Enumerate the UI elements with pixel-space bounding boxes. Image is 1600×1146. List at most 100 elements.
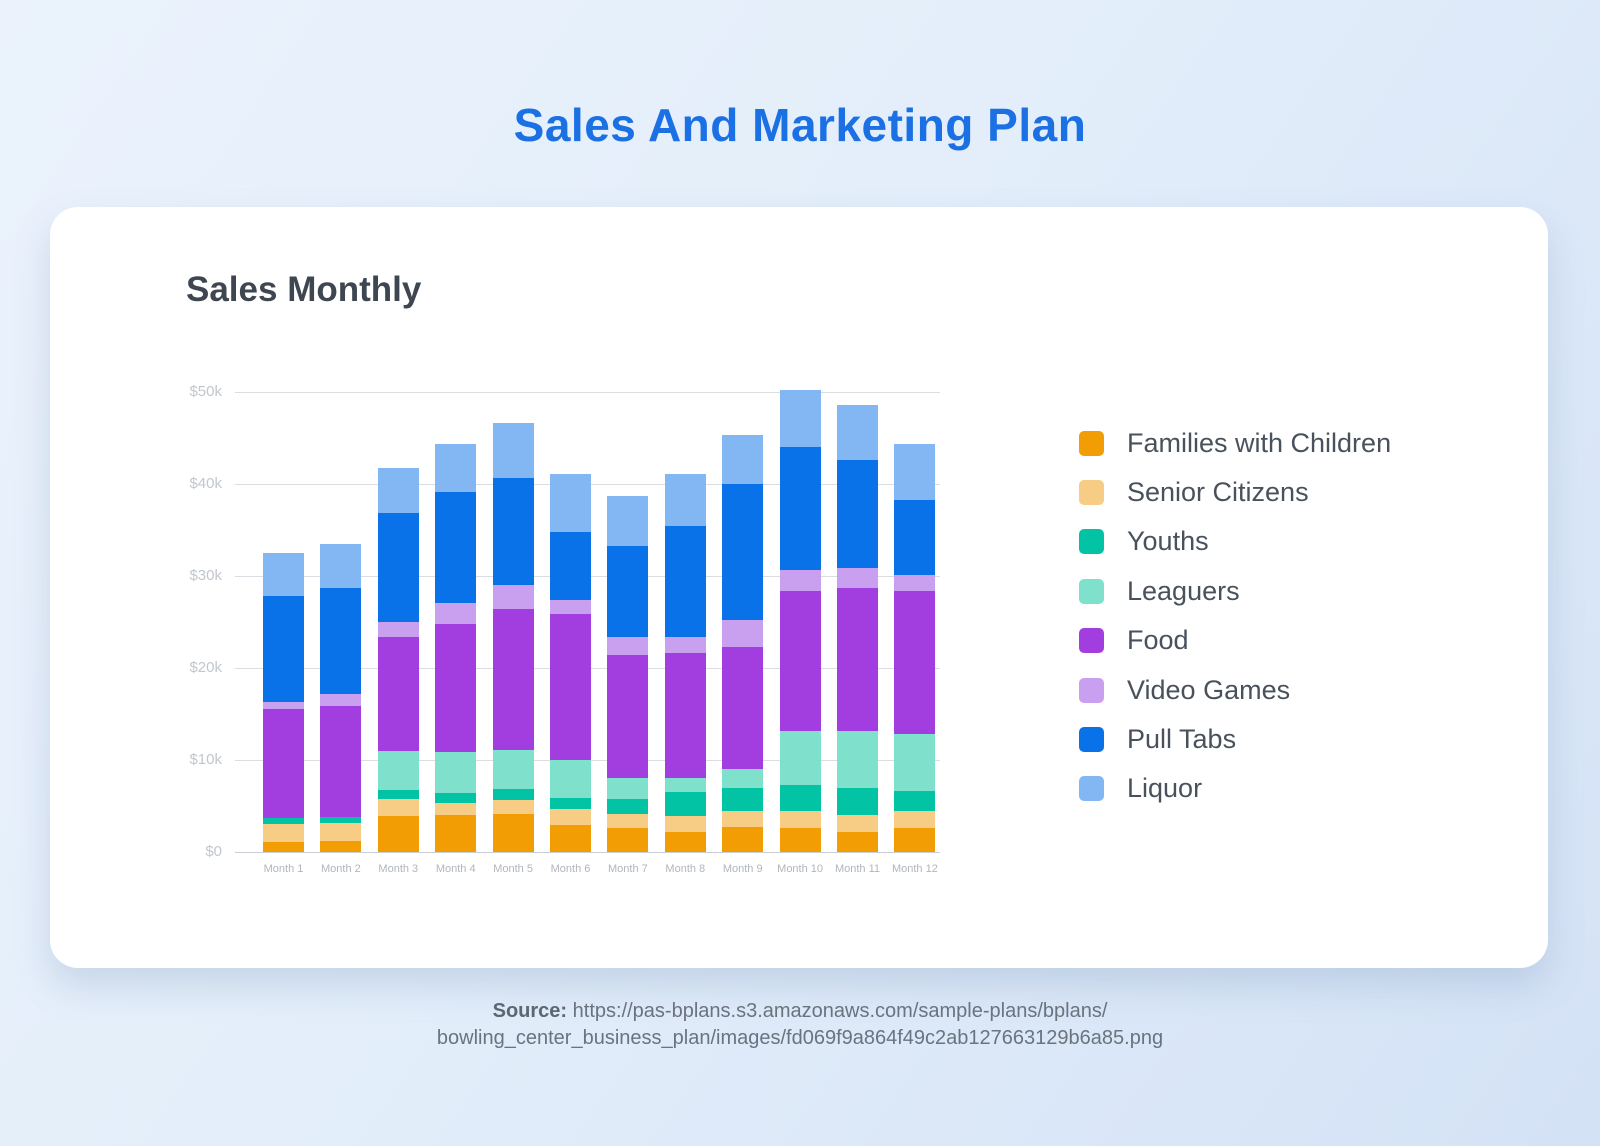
x-tick-label: Month 11 — [834, 863, 881, 875]
bar-segment-pull-tabs — [320, 587, 362, 694]
bar-segment-leaguers — [779, 730, 821, 785]
bar-segment-senior-citizens — [435, 803, 477, 816]
legend-label: Food — [1127, 625, 1189, 656]
bar-segment-senior-citizens — [894, 811, 936, 829]
bar-segment-leaguers — [492, 749, 534, 790]
bar-segment-food — [435, 623, 477, 752]
bar-segment-senior-citizens — [492, 800, 534, 815]
bar-segment-senior-citizens — [779, 811, 821, 828]
bar-segment-youths — [837, 788, 878, 816]
bar-segment-liquor — [837, 404, 878, 461]
bar-segment-senior-citizens — [607, 814, 649, 829]
x-tick-label: Month 3 — [378, 863, 419, 875]
bar-segment-video-games — [263, 702, 304, 710]
x-tick-label: Month 10 — [777, 863, 824, 875]
bar-segment-leaguers — [377, 750, 419, 791]
bar-segment-liquor — [894, 444, 936, 500]
source-label: Source: — [492, 1000, 568, 1022]
legend-item-youths: Youths — [1079, 526, 1209, 557]
legend-item-video-games: Video Games — [1079, 675, 1290, 705]
bar-segment-families-with-children — [550, 825, 591, 852]
bar-month-8 — [664, 473, 706, 852]
x-tick-label: Month 12 — [891, 863, 938, 875]
bar-segment-pull-tabs — [894, 499, 936, 576]
bar-segment-liquor — [377, 468, 419, 513]
x-tick-label: Month 4 — [435, 863, 476, 875]
bar-segment-families-with-children — [492, 814, 534, 852]
bar-segment-families-with-children — [263, 841, 304, 852]
chart-heading: Sales Monthly — [186, 270, 422, 309]
bar-segment-pull-tabs — [263, 596, 304, 703]
bar-segment-liquor — [320, 543, 362, 588]
bar-segment-video-games — [550, 599, 591, 614]
bar-segment-youths — [607, 798, 649, 815]
bar-segment-food — [263, 709, 304, 818]
bar-segment-video-games — [722, 620, 764, 647]
bar-segment-youths — [894, 791, 936, 812]
bar-segment-senior-citizens — [377, 798, 419, 817]
legend-item-food: Food — [1079, 625, 1189, 656]
bar-segment-youths — [722, 788, 764, 812]
page-title: Sales And Marketing Plan — [513, 99, 1087, 151]
bar-segment-senior-citizens — [837, 815, 878, 832]
bar-segment-youths — [377, 790, 419, 799]
bar-segment-video-games — [435, 602, 477, 624]
bar-segment-youths — [664, 792, 706, 817]
bar-month-7 — [607, 495, 649, 852]
bar-segment-families-with-children — [320, 840, 362, 852]
bar-segment-food — [550, 613, 591, 760]
bar-segment-video-games — [894, 575, 936, 591]
legend-swatch-icon — [1079, 726, 1104, 752]
y-tick-label: $10k — [189, 751, 222, 768]
bar-segment-senior-citizens — [722, 811, 764, 828]
bar-segment-youths — [435, 793, 477, 804]
bar-segment-leaguers — [607, 778, 649, 799]
bar-segment-food — [722, 646, 764, 770]
bar-segment-leaguers — [837, 730, 878, 789]
bar-segment-pull-tabs — [377, 512, 419, 622]
bar-segment-pull-tabs — [779, 447, 821, 571]
bar-segment-leaguers — [894, 734, 936, 792]
bar-month-9 — [722, 435, 764, 852]
bar-segment-food — [664, 653, 706, 779]
bar-segment-families-with-children — [377, 816, 419, 852]
source-line-2: bowling_center_business_plan/images/fd06… — [436, 1027, 1164, 1049]
legend-swatch-icon — [1079, 578, 1104, 604]
x-tick-label: Month 8 — [665, 863, 706, 875]
bar-month-4 — [435, 444, 477, 852]
x-tick-label: Month 5 — [493, 863, 533, 875]
bar-segment-youths — [550, 797, 591, 809]
y-tick-label: $0 — [205, 843, 222, 860]
legend-swatch-icon — [1079, 628, 1104, 654]
bar-segment-liquor — [550, 473, 591, 532]
bar-segment-leaguers — [664, 778, 706, 793]
bar-segment-food — [607, 655, 649, 779]
bar-segment-families-with-children — [607, 828, 649, 852]
bar-month-3 — [377, 468, 419, 852]
bar-segment-senior-citizens — [550, 808, 591, 826]
bar-segment-video-games — [320, 693, 362, 706]
legend-item-pull-tabs: Pull Tabs — [1079, 724, 1236, 754]
bar-segment-liquor — [435, 444, 477, 493]
bar-month-10 — [779, 390, 821, 852]
bar-segment-video-games — [492, 585, 534, 610]
bar-segment-senior-citizens — [320, 822, 362, 841]
bar-segment-youths — [263, 817, 304, 825]
source-line-1: Source: https://pas-bplans.s3.amazonaws.… — [0, 998, 1600, 1025]
bar-segment-youths — [492, 789, 534, 801]
y-tick-label: $30k — [189, 567, 222, 584]
y-tick-label: $20k — [189, 659, 222, 676]
legend-item-liquor: Liquor — [1079, 773, 1202, 803]
bar-segment-liquor — [664, 473, 706, 527]
bar-segment-food — [377, 636, 419, 751]
bar-segment-pull-tabs — [607, 545, 649, 637]
bar-segment-pull-tabs — [492, 477, 534, 586]
bar-segment-leaguers — [435, 751, 477, 794]
legend-swatch-icon — [1079, 529, 1104, 555]
y-tick-label: $40k — [189, 475, 222, 492]
bar-segment-liquor — [263, 553, 304, 597]
legend-label: Youths — [1127, 526, 1209, 557]
bar-segment-video-games — [607, 636, 649, 656]
bar-segment-families-with-children — [435, 815, 477, 852]
bar-segment-pull-tabs — [550, 531, 591, 600]
